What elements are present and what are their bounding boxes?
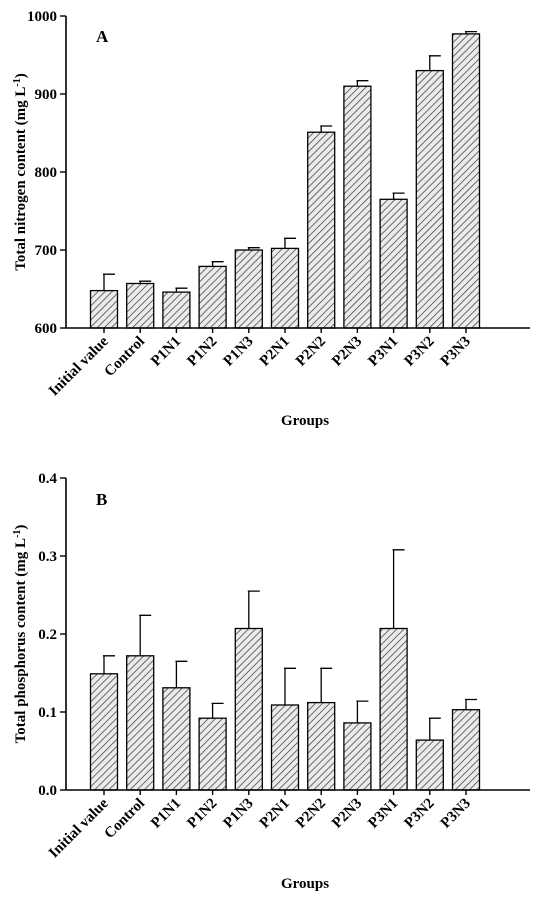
panel-b-category-label: Initial value xyxy=(46,795,112,861)
panel-a-y-tick-label: 1000 xyxy=(27,9,57,25)
panel-a-y-axis-title-main: Total nitrogen content (mg L xyxy=(13,87,29,271)
panel-a-y-axis-title: Total nitrogen content (mg L-1) xyxy=(12,73,30,271)
panel-a-category-label: P2N3 xyxy=(329,334,365,370)
panel-a-letter: A xyxy=(96,27,109,46)
panel-b-bar xyxy=(162,687,191,791)
panel-a-error-bar xyxy=(103,273,115,291)
panel-a-bar xyxy=(307,131,336,329)
panel-a-error-bar xyxy=(139,280,152,284)
panel-a-category-label: Control xyxy=(102,334,148,380)
panel-b-bar xyxy=(270,704,300,791)
panel-b-y-tick-label: 0.3 xyxy=(38,549,57,565)
panel-a-bar xyxy=(89,289,119,329)
panel-b-y-axis-title-main: Total phosphorus content (mg L xyxy=(13,538,29,743)
panel-b-bar xyxy=(234,627,263,791)
panel-b-bar xyxy=(343,722,372,791)
panel-a-error-bar xyxy=(465,30,477,34)
panel-b-error-bar xyxy=(247,590,260,629)
panel-a-y-tick-label: 900 xyxy=(35,87,58,103)
panel-a-category-label: P2N2 xyxy=(293,334,329,370)
panel-b-category-label: P2N3 xyxy=(329,796,365,832)
panel-b-category-label: P1N1 xyxy=(148,796,184,832)
panel-b-bar xyxy=(379,627,408,791)
panel-b-chart: B Total phosphorus content (mg L-1) Grou… xyxy=(12,471,530,892)
panel-b-category-label: P1N3 xyxy=(221,796,257,832)
panel-a-bar xyxy=(198,265,227,329)
panel-a-error-bar xyxy=(392,192,405,200)
panel-b-bar xyxy=(451,709,481,791)
panel-a-error-bar xyxy=(428,55,441,71)
panel-a-y-axis-title-end: ) xyxy=(13,73,29,78)
panel-a-x-axis-title: Groups xyxy=(281,413,329,429)
panel-b-category-label: P2N1 xyxy=(257,796,293,832)
panel-a-error-bar xyxy=(211,261,224,267)
panel-b-error-bar xyxy=(465,698,477,710)
panel-a-category-label: P1N2 xyxy=(184,334,220,370)
panel-b-x-axis-title: Groups xyxy=(281,876,329,892)
panel-b-category-label: Control xyxy=(102,796,148,842)
panel-b-y-tick-label: 0.4 xyxy=(38,471,57,487)
panel-a-bar xyxy=(415,69,444,329)
panel-a-category-label: P1N3 xyxy=(221,334,257,370)
panel-a-error-bar xyxy=(284,237,296,249)
panel-a-y-tick-label: 600 xyxy=(35,321,58,337)
panel-a-y-tick-label: 800 xyxy=(35,165,58,181)
panel-a-error-bar xyxy=(247,247,260,250)
panel-b-y-axis-title-end: ) xyxy=(13,525,29,530)
panel-a-category-label: P3N2 xyxy=(402,334,438,370)
panel-b-category-label: P3N1 xyxy=(365,796,401,832)
panel-a-error-bar xyxy=(175,287,188,293)
panel-b-category-label: P2N2 xyxy=(293,796,329,832)
panel-a-chart: A Total nitrogen content (mg L-1) Groups… xyxy=(12,9,530,429)
panel-b-error-bar xyxy=(103,655,115,674)
panel-b-bar xyxy=(415,739,444,791)
panel-a-bar xyxy=(451,33,481,329)
panel-b-error-bar xyxy=(211,702,224,719)
panel-a-category-label: P2N1 xyxy=(257,334,293,370)
panel-b-bar xyxy=(89,673,119,791)
panel-a-y-tick-label: 700 xyxy=(35,243,58,259)
panel-a-bar xyxy=(126,282,155,329)
panel-a-bars xyxy=(89,30,481,329)
panel-b-category-label: P1N2 xyxy=(184,796,220,832)
panel-a-category-label: Initial value xyxy=(46,333,112,399)
panel-b-error-bar xyxy=(284,667,296,705)
panel-a-bar xyxy=(162,291,191,329)
panel-b-bar xyxy=(198,717,227,791)
panel-b-y-axis-title: Total phosphorus content (mg L-1) xyxy=(12,525,30,744)
panel-a-error-bar xyxy=(320,125,333,133)
panel-b-error-bar xyxy=(175,660,188,688)
panel-b-bar xyxy=(126,655,155,791)
panel-b-error-bar xyxy=(392,549,405,629)
panel-b-y-axis-title-sup: -1 xyxy=(12,530,23,538)
panel-b-letter: B xyxy=(96,490,107,509)
panel-a-category-label: P3N1 xyxy=(365,334,401,370)
panel-b-error-bar xyxy=(139,614,152,656)
panel-a-category-label: P3N3 xyxy=(438,334,474,370)
panel-b-bars xyxy=(89,549,481,791)
panel-a-category-label: P1N1 xyxy=(148,334,184,370)
panel-a-bar xyxy=(379,198,408,329)
panel-b-error-bar xyxy=(320,667,333,703)
panel-a-bar xyxy=(270,247,300,329)
panel-b-y-tick-label: 0.0 xyxy=(38,783,57,799)
panel-a-bar xyxy=(343,85,372,329)
panel-b-category-label: P3N3 xyxy=(438,796,474,832)
panel-b-error-bar xyxy=(428,717,441,741)
panel-a-y-axis-title-sup: -1 xyxy=(12,78,23,86)
panel-b-category-label: P3N2 xyxy=(402,796,438,832)
panel-b-y-tick-label: 0.2 xyxy=(38,627,57,643)
panel-b-y-tick-label: 0.1 xyxy=(38,705,57,721)
panel-a-bar xyxy=(234,249,263,329)
panel-b-bar xyxy=(307,701,336,791)
panel-b-error-bar xyxy=(356,700,369,723)
panel-a-error-bar xyxy=(356,80,369,87)
